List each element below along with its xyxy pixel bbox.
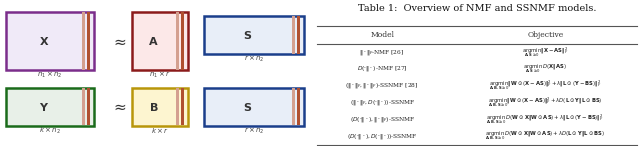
Bar: [204, 16, 304, 54]
Bar: [292, 16, 295, 54]
Text: $\mathbf{B}$: $\mathbf{B}$: [149, 101, 159, 113]
Bar: [175, 12, 179, 70]
Text: $\underset{\mathbf{A},\mathbf{S}\geq 0}{\mathrm{argmin}}\,D(\mathbf{X}\|\mathbf{: $\underset{\mathbf{A},\mathbf{S}\geq 0}{…: [524, 63, 567, 75]
Text: $\mathbf{S}$: $\mathbf{S}$: [243, 101, 252, 113]
Bar: [298, 16, 300, 54]
Text: $\mathbf{X}$: $\mathbf{X}$: [39, 35, 49, 47]
Text: $n_1 \times n_2$: $n_1 \times n_2$: [38, 70, 63, 80]
Text: $D(\cdot\|\cdot)$-NMF [27]: $D(\cdot\|\cdot)$-NMF [27]: [356, 65, 408, 73]
Text: $\approx$: $\approx$: [111, 99, 127, 114]
Text: $k \times n_2$: $k \times n_2$: [39, 126, 61, 136]
Text: $(\|\cdot\|_F,D(\cdot\|\cdot))$-SSNMF: $(\|\cdot\|_F,D(\cdot\|\cdot))$-SSNMF: [349, 98, 415, 107]
Bar: [81, 12, 84, 70]
Bar: [181, 88, 184, 125]
Bar: [298, 88, 300, 125]
Text: $\mathbf{Y}$: $\mathbf{Y}$: [39, 101, 49, 113]
Text: $(\|\cdot\|_F,\|\cdot\|_F)$-SSNMF [28]: $(\|\cdot\|_F,\|\cdot\|_F)$-SSNMF [28]: [346, 81, 419, 90]
Bar: [175, 88, 179, 125]
Text: $\|\cdot\|_F$-NMF [26]: $\|\cdot\|_F$-NMF [26]: [360, 48, 405, 57]
Text: $\underset{\mathbf{A},\mathbf{B},\mathbf{S}\geq 0}{\mathrm{argmin}}\|\mathbf{W}\: $\underset{\mathbf{A},\mathbf{B},\mathbf…: [488, 96, 602, 109]
Text: $r \times n_2$: $r \times n_2$: [244, 54, 264, 64]
Text: $(D(\cdot\|\cdot),D(\cdot\|\cdot))$-SSNMF: $(D(\cdot\|\cdot),D(\cdot\|\cdot))$-SSNM…: [347, 132, 417, 141]
Bar: [132, 88, 188, 126]
Bar: [292, 88, 295, 125]
Text: $\mathbf{S}$: $\mathbf{S}$: [243, 29, 252, 41]
Text: $n_1 \times r$: $n_1 \times r$: [149, 70, 171, 80]
Text: $k \times r$: $k \times r$: [151, 126, 169, 135]
Bar: [204, 88, 304, 126]
Text: $r \times n_2$: $r \times n_2$: [244, 126, 264, 136]
Text: $\mathbf{A}$: $\mathbf{A}$: [148, 35, 159, 47]
Bar: [181, 12, 184, 70]
Bar: [132, 12, 188, 70]
Text: Model: Model: [370, 31, 394, 39]
Bar: [87, 88, 90, 125]
Text: $(D(\cdot\|\cdot),\|\cdot\|_F)$-SSNMF: $(D(\cdot\|\cdot),\|\cdot\|_F)$-SSNMF: [349, 115, 415, 124]
Text: $\underset{\mathbf{A},\mathbf{B},\mathbf{S}\geq 0}{\mathrm{argmin}}\,D(\mathbf{W: $\underset{\mathbf{A},\mathbf{B},\mathbf…: [485, 130, 605, 142]
Bar: [81, 88, 84, 125]
Text: $\approx$: $\approx$: [111, 33, 127, 48]
Text: Table 1:  Overview of NMF and SSNMF models.: Table 1: Overview of NMF and SSNMF model…: [358, 4, 596, 13]
Text: $\underset{\mathbf{A},\mathbf{B},\mathbf{S}\geq 0}{\mathrm{argmin}}\,D(\mathbf{W: $\underset{\mathbf{A},\mathbf{B},\mathbf…: [486, 113, 604, 126]
Bar: [6, 88, 94, 126]
Text: $\underset{\mathbf{A},\mathbf{S}\geq 0}{\mathrm{argmin}}\|\mathbf{X}-\mathbf{AS}: $\underset{\mathbf{A},\mathbf{S}\geq 0}{…: [522, 46, 568, 59]
Bar: [6, 12, 94, 70]
Bar: [87, 12, 90, 70]
Text: Objective: Objective: [527, 31, 563, 39]
Text: $\underset{\mathbf{A},\mathbf{B},\mathbf{S}\geq 0}{\mathrm{argmin}}\|\mathbf{W}\: $\underset{\mathbf{A},\mathbf{B},\mathbf…: [489, 79, 602, 92]
